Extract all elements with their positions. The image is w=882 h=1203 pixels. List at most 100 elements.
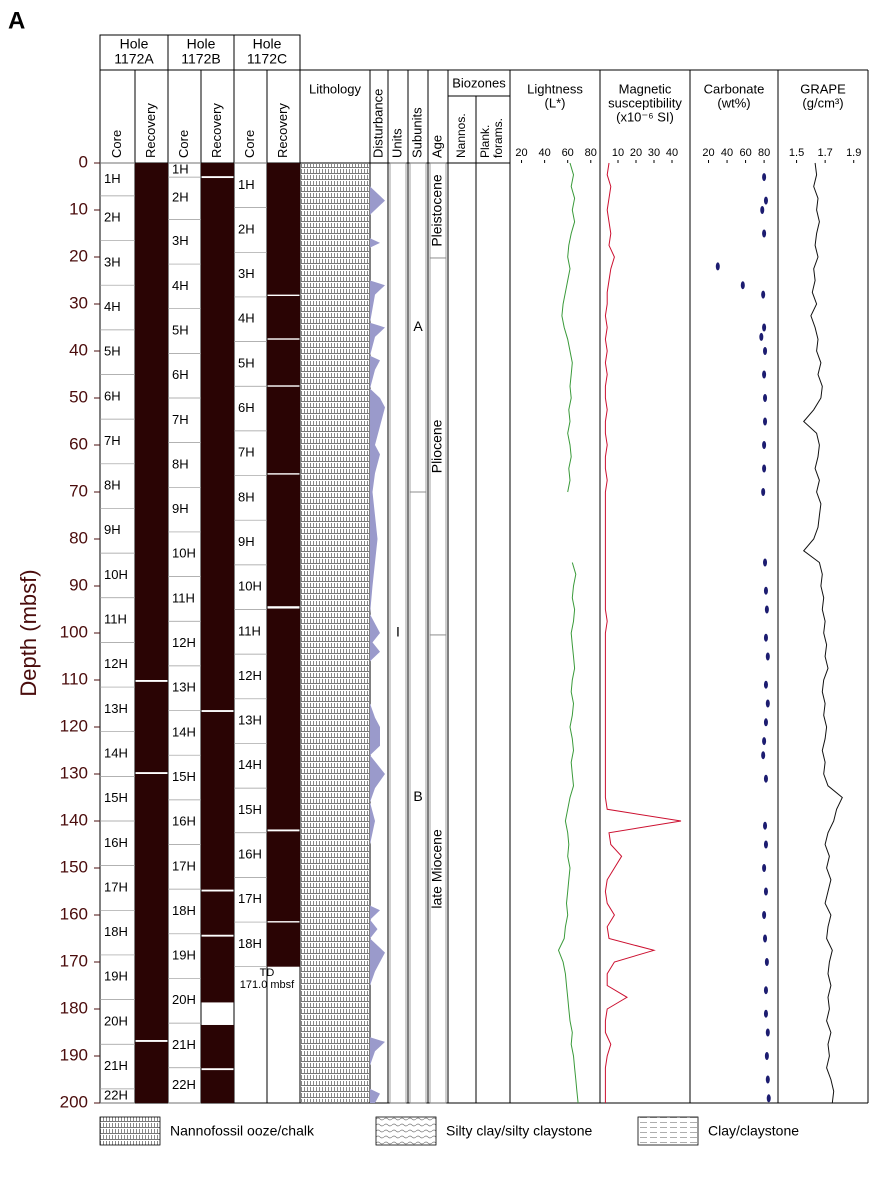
carbonate-point [763, 718, 768, 727]
lithology-title: Lithology [309, 81, 362, 96]
carbonate-point [766, 1094, 771, 1103]
depth-axis-label: Depth (mbsf) [16, 569, 41, 696]
core-label: 10H [104, 567, 128, 582]
log-title: GRAPE [800, 81, 846, 96]
core-label: 20H [172, 992, 196, 1007]
core-label: 15H [104, 790, 128, 805]
carbonate-point [763, 633, 768, 642]
interval [409, 491, 427, 1104]
y-tick-label: 20 [69, 246, 88, 265]
y-tick-label: 140 [60, 810, 88, 829]
column-title: Core [242, 130, 257, 158]
core-label: 17H [172, 858, 196, 873]
core-label: 4H [172, 278, 189, 293]
carbonate-point [763, 586, 768, 595]
x-tick-label: 40 [721, 147, 733, 159]
recovery-interval [267, 922, 300, 967]
core-label: 8H [172, 456, 189, 471]
carbonate-point [762, 911, 767, 919]
carbonate-point [765, 652, 770, 661]
interval-label: Pleistocene [429, 174, 445, 247]
carbonate-point [763, 887, 768, 896]
y-tick-label: 80 [69, 528, 88, 547]
core-label: 19H [172, 948, 196, 963]
core-label: 9H [238, 534, 255, 549]
panel-label: A [8, 7, 25, 34]
core-label: 13H [238, 713, 262, 728]
legend-label: Clay/claystone [708, 1123, 799, 1139]
carbonate-point [763, 680, 768, 689]
core-label: 16H [172, 814, 196, 829]
x-tick-label: 1.7 [817, 147, 832, 159]
core-label: 18H [238, 936, 262, 951]
log-title: (x10⁻⁶ SI) [616, 109, 674, 124]
interval-label: B [413, 788, 422, 804]
log-line [802, 162, 843, 1104]
core-label: 1H [104, 171, 121, 186]
column-title: Recovery [275, 103, 290, 158]
y-tick-label: 190 [60, 1045, 88, 1064]
column-title: Disturbance [370, 89, 385, 158]
core-label: 6H [172, 367, 189, 382]
recovery-interval [201, 711, 234, 890]
core-label: 22H [172, 1077, 196, 1092]
carbonate-point [763, 774, 768, 783]
core-label: 16H [238, 847, 262, 862]
recovery-interval [135, 163, 168, 680]
core-label: 14H [104, 745, 128, 760]
core-label: 19H [104, 969, 128, 984]
carbonate-point [765, 1028, 770, 1037]
y-tick-label: 100 [60, 622, 88, 641]
y-tick-label: 170 [60, 951, 88, 970]
hole-title: Hole [120, 36, 149, 52]
recovery-interval [267, 163, 300, 295]
disturbance-area [370, 163, 385, 1103]
x-tick-label: 80 [585, 147, 597, 159]
carbonate-point [761, 290, 766, 299]
carbonate-point [763, 840, 768, 849]
carbonate-point [763, 1009, 768, 1018]
x-tick-label: 60 [562, 147, 574, 159]
carbonate-point [760, 206, 765, 214]
core-label: 13H [172, 680, 196, 695]
core-label: 5H [238, 355, 255, 370]
core-label: 12H [172, 635, 196, 650]
core-label: 21H [172, 1037, 196, 1052]
y-tick-label: 40 [69, 340, 88, 359]
core-label: 16H [104, 835, 128, 850]
recovery-interval [267, 296, 300, 339]
lithology-fill [301, 164, 369, 1102]
hole-title: Hole [253, 36, 282, 52]
column-title: Plank. [478, 125, 492, 158]
core-label: 17H [104, 879, 128, 894]
carbonate-point [763, 394, 768, 402]
log-title: Lightness [527, 81, 583, 96]
carbonate-point [761, 488, 766, 496]
y-tick-label: 70 [69, 481, 88, 500]
core-label: 2H [104, 210, 121, 225]
core-label: 18H [172, 903, 196, 918]
core-label: 2H [238, 221, 255, 236]
carbonate-point [763, 934, 768, 943]
column-title: Units [389, 128, 404, 158]
legend-swatch [637, 1116, 699, 1146]
column-title: Recovery [143, 103, 158, 158]
y-tick-label: 180 [60, 998, 88, 1017]
column-title: Core [176, 130, 191, 158]
core-label: 14H [238, 757, 262, 772]
core-label: 6H [104, 388, 121, 403]
carbonate-point [762, 864, 767, 872]
core-label: 15H [172, 769, 196, 784]
core-label: 9H [104, 522, 121, 537]
carbonate-point [763, 196, 768, 205]
log-title: Carbonate [704, 81, 765, 96]
interval-label: A [413, 318, 423, 334]
x-tick-label: 40 [538, 147, 550, 159]
core-label: 7H [104, 433, 121, 448]
x-tick-label: 30 [648, 147, 660, 159]
carbonate-point [762, 441, 767, 449]
td-label: TD [260, 967, 275, 979]
carbonate-point [762, 229, 767, 238]
log-title: (g/cm³) [802, 95, 843, 110]
